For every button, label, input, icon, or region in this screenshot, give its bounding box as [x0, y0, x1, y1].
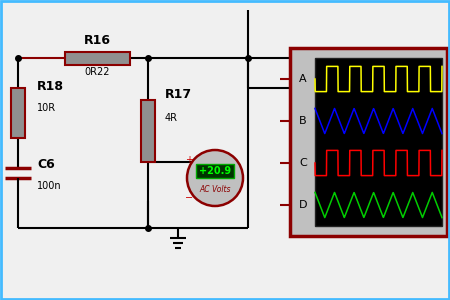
Text: R18: R18	[37, 80, 64, 92]
Text: AC Volts: AC Volts	[199, 185, 231, 194]
Text: 10R: 10R	[37, 103, 56, 113]
Text: B: B	[299, 116, 307, 126]
Text: 100n: 100n	[37, 181, 62, 191]
Text: R17: R17	[165, 88, 192, 101]
Bar	[141, 100, 155, 162]
Text: 0R22: 0R22	[85, 67, 110, 77]
Text: +: +	[185, 155, 193, 165]
Bar	[315, 58, 442, 226]
Text: A: A	[299, 74, 307, 84]
Bar	[11, 88, 25, 138]
Bar	[290, 48, 447, 236]
Text: C: C	[299, 158, 307, 168]
Text: C6: C6	[37, 158, 55, 170]
Bar	[65, 52, 130, 65]
Text: D: D	[299, 200, 307, 210]
Circle shape	[187, 150, 243, 206]
Bar	[196, 164, 234, 178]
Text: +20.9: +20.9	[199, 166, 231, 176]
Text: R16: R16	[84, 34, 111, 47]
Text: −: −	[185, 193, 193, 203]
Text: 4R: 4R	[165, 113, 178, 123]
